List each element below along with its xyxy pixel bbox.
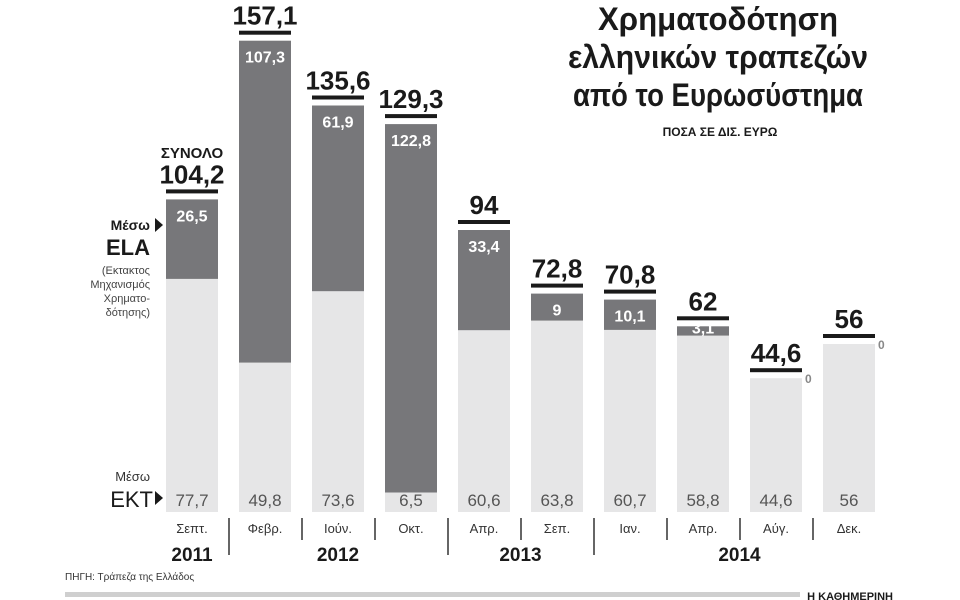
total-rule: [458, 220, 510, 224]
total-rule: [677, 316, 729, 321]
total-label: ΣΥΝΟΛΟ: [161, 145, 224, 162]
total-rule: [823, 334, 875, 338]
legend-ela-name: ELA: [106, 235, 150, 260]
total-value-label: 135,6: [305, 66, 370, 96]
ela-value-label: 61,9: [322, 115, 353, 132]
legend-ela-note-1: (Εκτακτος: [102, 265, 150, 277]
bar-ecb: [823, 344, 875, 512]
year-label: 2013: [499, 545, 541, 566]
brand-logo: Η ΚΑΘΗΜΕΡΙΝΗ: [807, 591, 893, 600]
ela-value-label: 33,4: [468, 239, 499, 256]
total-value-label: 56: [835, 304, 864, 334]
ela-value-label: 3,1: [692, 321, 714, 338]
ecb-value-label: 60,7: [613, 491, 646, 510]
bar-ecb: [531, 320, 583, 512]
legend-ela: Μέσω ELA (Εκτακτος Μηχανισμός Χρηματο- δ…: [90, 217, 163, 319]
legend-ecb-prefix: Μέσω: [115, 469, 150, 484]
bar-ela: [531, 293, 583, 321]
title-line-2: ελληνικών τραπεζών: [568, 39, 868, 75]
legend-ela-prefix: Μέσω: [111, 217, 151, 233]
legend-ela-note-3: Χρηματο-: [104, 293, 151, 305]
x-tick-label: Ιούν.: [324, 521, 352, 536]
total-value-label: 157,1: [232, 1, 297, 31]
total-value-label: 62: [689, 286, 718, 316]
total-value-label: 94: [470, 190, 499, 220]
total-rule: [750, 368, 802, 373]
bar-ela: [385, 124, 437, 493]
bar-ecb: [312, 291, 364, 512]
total-rule: [239, 30, 291, 35]
ecb-value-label: 44,6: [759, 491, 792, 510]
legend-ela-note-4: δότησης): [106, 307, 150, 319]
bar-ela: [604, 299, 656, 330]
bar-ecb: [677, 335, 729, 512]
bar-ela: [458, 230, 510, 331]
x-tick-label: Δεκ.: [837, 521, 862, 536]
x-tick-label: Απρ.: [470, 521, 499, 536]
legend-ecb-name: ΕΚΤ: [110, 487, 153, 512]
year-label: 2012: [317, 545, 359, 566]
bar-ecb: [458, 330, 510, 512]
total-rule: [385, 114, 437, 119]
x-tick-label: Φεβρ.: [248, 521, 283, 536]
total-value-label: 70,8: [605, 260, 656, 290]
total-rule: [531, 283, 583, 288]
total-rule: [312, 95, 364, 100]
ecb-value-label: 73,6: [321, 491, 354, 510]
ela-value-label: 26,5: [176, 208, 207, 225]
bar-ela: [166, 199, 218, 279]
bar-ecb: [239, 362, 291, 512]
bar-ecb: [750, 378, 802, 512]
total-rule: [604, 289, 656, 294]
total-value-label: 72,8: [532, 254, 583, 284]
legend-ecb: Μέσω ΕΚΤ: [110, 469, 163, 512]
chart-title: Χρηματοδότηση ελληνικών τραπεζών από το …: [568, 1, 868, 113]
ecb-value-label: 77,7: [175, 491, 208, 510]
ecb-value-label: 6,5: [399, 491, 423, 510]
ela-value-label: 9: [553, 303, 562, 320]
x-tick-label: Σεπτ.: [176, 521, 208, 536]
footer-rule: [65, 592, 800, 597]
ela-value-label: 0: [878, 338, 885, 352]
legend-ela-note-2: Μηχανισμός: [90, 279, 150, 291]
title-line-1: Χρηματοδότηση: [598, 1, 838, 37]
total-rule: [166, 189, 218, 194]
ela-value-label: 122,8: [391, 133, 431, 150]
total-value-label: 129,3: [378, 84, 443, 114]
x-tick-label: Απρ.: [689, 521, 718, 536]
bar-ecb: [385, 492, 437, 512]
arrow-right-icon: [155, 491, 163, 505]
total-value-label: 104,2: [159, 159, 224, 189]
subtitle: ΠΟΣΑ ΣΕ ΔΙΣ. ΕΥΡΩ: [663, 125, 778, 139]
ecb-value-label: 56: [840, 491, 859, 510]
chart-marks: 104,2 26,5 77,7 Σεπτ. 157,1 107,3 49,8 Φεβρ. 135…: [159, 1, 885, 566]
source-note: ΠΗΓΗ: Τράπεζα της Ελλάδος: [65, 571, 194, 583]
ecb-value-label: 60,6: [467, 491, 500, 510]
x-tick-label: Αύγ.: [763, 521, 789, 536]
ecb-value-label: 49,8: [248, 491, 281, 510]
ela-value-label: 10,1: [614, 309, 645, 326]
title-line-3: από το Ευρωσύστημα: [573, 77, 863, 113]
x-tick-label: Ιαν.: [619, 521, 640, 536]
bar-ela: [312, 105, 364, 292]
bar-ecb: [604, 329, 656, 512]
x-tick-label: Οκτ.: [398, 521, 423, 536]
year-label: 2014: [718, 545, 761, 566]
ecb-value-label: 63,8: [540, 491, 573, 510]
total-value-label: 44,6: [751, 338, 802, 368]
ela-value-label: 0: [805, 372, 812, 386]
x-tick-label: Σεπ.: [544, 521, 570, 536]
arrow-right-icon: [155, 218, 163, 232]
ela-value-label: 107,3: [245, 50, 285, 67]
bar-ela: [677, 326, 729, 336]
ecb-value-label: 58,8: [686, 491, 719, 510]
year-label: 2011: [171, 545, 213, 566]
bar-ecb: [166, 278, 218, 512]
bar-ela: [239, 40, 291, 363]
